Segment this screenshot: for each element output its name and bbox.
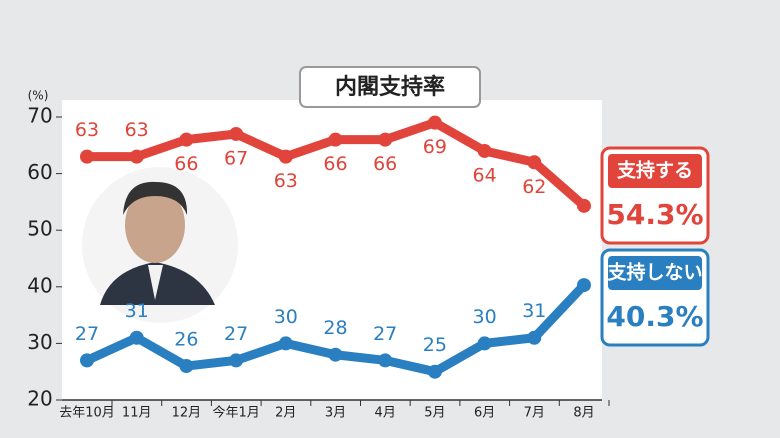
- y-axis-label: (%): [28, 89, 49, 103]
- point: [80, 149, 94, 164]
- photo: [82, 167, 238, 323]
- value-label: 69: [423, 136, 447, 158]
- point: [527, 155, 542, 170]
- value-label: 26: [174, 329, 198, 351]
- x-tick-label: 8月: [573, 406, 594, 421]
- x-tick-label: 7月: [524, 406, 545, 421]
- point: [278, 336, 293, 351]
- value-label: 63: [75, 119, 99, 141]
- value-label: 62: [522, 176, 546, 198]
- x-tick-label: 今年1月: [212, 405, 259, 421]
- legend-header: [608, 154, 702, 188]
- point: [229, 126, 244, 141]
- point: [129, 149, 144, 164]
- legend-label: 支持する: [616, 159, 693, 182]
- value-label: 63: [274, 170, 298, 192]
- point: [427, 115, 442, 130]
- point: [477, 143, 492, 158]
- legend-value: 40.3%: [606, 300, 703, 333]
- point: [378, 132, 393, 147]
- point: [328, 132, 343, 147]
- point: [229, 353, 244, 368]
- y-tick-label: 30: [27, 330, 52, 354]
- x-tick-label: 12月: [172, 406, 202, 421]
- value-label: 28: [323, 317, 347, 339]
- value-label: 31: [125, 300, 149, 322]
- y-tick-label: 20: [27, 387, 52, 411]
- point: [328, 347, 343, 362]
- value-label: 66: [373, 153, 397, 175]
- point: [477, 336, 492, 351]
- value-label: 27: [224, 323, 248, 345]
- x-tick-label: 6月: [474, 406, 495, 421]
- point: [577, 198, 591, 213]
- legend-header: [608, 256, 702, 290]
- x-tick-label: 4月: [375, 406, 396, 421]
- value-label: 66: [323, 153, 347, 175]
- chart-title: 内閣支持率: [335, 74, 445, 100]
- title-box: [299, 66, 481, 108]
- point: [378, 353, 393, 368]
- point: [278, 149, 293, 164]
- x-tick-label: 2月: [275, 406, 296, 421]
- point: [179, 132, 194, 147]
- value-label: 27: [373, 323, 397, 345]
- value-label: 67: [224, 147, 248, 169]
- value-label: 31: [522, 300, 546, 322]
- value-label: 30: [274, 306, 298, 328]
- point: [577, 278, 591, 293]
- y-tick-label: 60: [27, 160, 52, 184]
- value-label: 25: [423, 334, 447, 356]
- value-label: 64: [473, 164, 497, 186]
- x-tick-label: 5月: [424, 406, 445, 421]
- point: [427, 364, 442, 379]
- y-tick-label: 70: [27, 104, 52, 128]
- value-label: 63: [125, 119, 149, 141]
- x-tick-label: 3月: [325, 406, 346, 421]
- point: [527, 330, 542, 345]
- point: [80, 353, 94, 368]
- y-tick-label: 40: [27, 273, 52, 297]
- x-tick-label: 去年10月: [59, 406, 115, 421]
- value-label: 30: [473, 306, 497, 328]
- y-tick-label: 50: [27, 217, 52, 241]
- point: [179, 359, 194, 374]
- value-label: 27: [75, 323, 99, 345]
- legend-label: 支持しない: [606, 261, 702, 284]
- point: [129, 330, 144, 345]
- legend-value: 54.3%: [606, 198, 703, 231]
- x-tick-label: 11月: [122, 406, 152, 421]
- value-label: 66: [174, 153, 198, 175]
